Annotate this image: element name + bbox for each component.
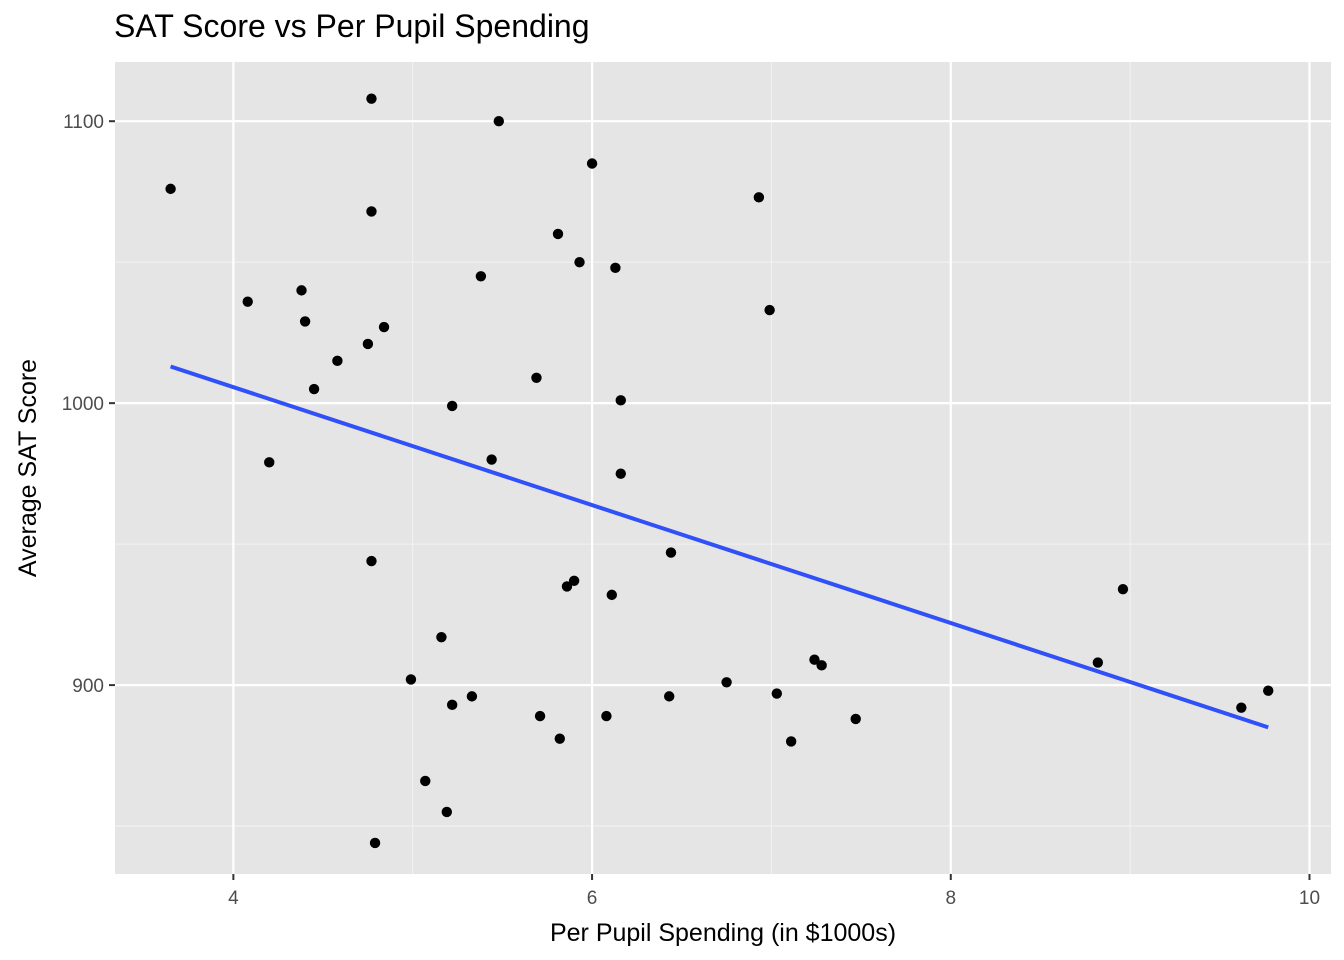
data-point [534, 710, 546, 722]
data-point [264, 457, 275, 468]
data-point [366, 555, 377, 567]
trend-line [169, 364, 1269, 730]
trend-line-layer [169, 364, 1269, 730]
data-point [332, 355, 343, 367]
y-tick-label: 1000 [62, 394, 104, 415]
data-point [296, 285, 307, 296]
data-point [601, 710, 612, 722]
data-point [531, 372, 542, 383]
axis-ticks: 4 6 8 10 900 1000 1100 [62, 112, 1320, 909]
data-point [1263, 685, 1274, 696]
data-point [552, 228, 564, 240]
data-point [308, 383, 320, 395]
data-point [615, 468, 626, 479]
x-tick-label: 4 [228, 888, 239, 909]
data-point [574, 256, 585, 268]
data-point [606, 589, 618, 601]
data-point [466, 691, 478, 702]
data-point [665, 547, 677, 558]
data-point [1117, 584, 1129, 595]
data-point [764, 304, 775, 316]
data-point [441, 806, 452, 818]
data-point [561, 581, 573, 592]
data-point [366, 206, 377, 217]
data-point [771, 688, 783, 699]
data-point [362, 338, 374, 350]
x-tick-label: 10 [1299, 888, 1320, 909]
data-point [369, 837, 381, 849]
data-points [165, 93, 1274, 849]
y-axis-label: Average SAT Score [14, 359, 42, 577]
x-tick-label: 8 [945, 888, 956, 909]
data-point [299, 316, 311, 327]
x-tick-label: 6 [587, 888, 598, 909]
data-point [1092, 657, 1104, 668]
y-tick-label: 900 [72, 676, 104, 697]
data-point [165, 183, 176, 195]
data-point [366, 93, 377, 104]
data-point [568, 575, 580, 586]
data-point [586, 158, 598, 169]
plot-panel [115, 62, 1331, 874]
data-point [615, 395, 626, 406]
data-point [475, 271, 487, 282]
data-point [663, 691, 675, 702]
data-point [378, 321, 390, 333]
data-point [816, 660, 827, 671]
data-point [446, 400, 458, 412]
data-point [753, 192, 765, 203]
data-point [436, 631, 447, 643]
chart-title: SAT Score vs Per Pupil Spending [114, 8, 590, 44]
data-point [809, 654, 820, 665]
data-point [1236, 702, 1247, 713]
data-point [721, 677, 732, 688]
data-point [785, 736, 797, 747]
data-point [850, 713, 861, 725]
data-point [420, 775, 431, 787]
data-point [493, 116, 505, 127]
data-point [446, 699, 458, 711]
data-point [610, 262, 621, 274]
data-point [405, 674, 417, 685]
data-point [486, 454, 497, 465]
x-axis-label: Per Pupil Spending (in $1000s) [550, 919, 896, 947]
y-tick-label: 1100 [63, 112, 104, 133]
data-point [554, 733, 565, 744]
data-point [242, 296, 253, 307]
